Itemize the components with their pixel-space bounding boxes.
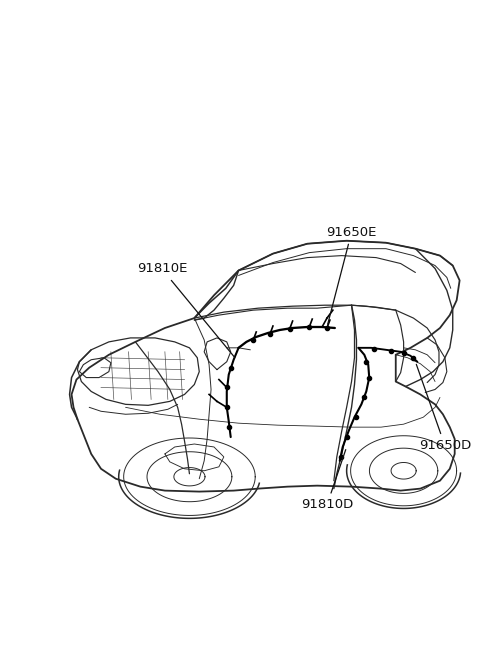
Text: 91650E: 91650E xyxy=(326,226,377,324)
Text: 91650D: 91650D xyxy=(416,364,471,452)
Text: 91810E: 91810E xyxy=(137,263,235,358)
Text: 91810D: 91810D xyxy=(301,449,353,512)
